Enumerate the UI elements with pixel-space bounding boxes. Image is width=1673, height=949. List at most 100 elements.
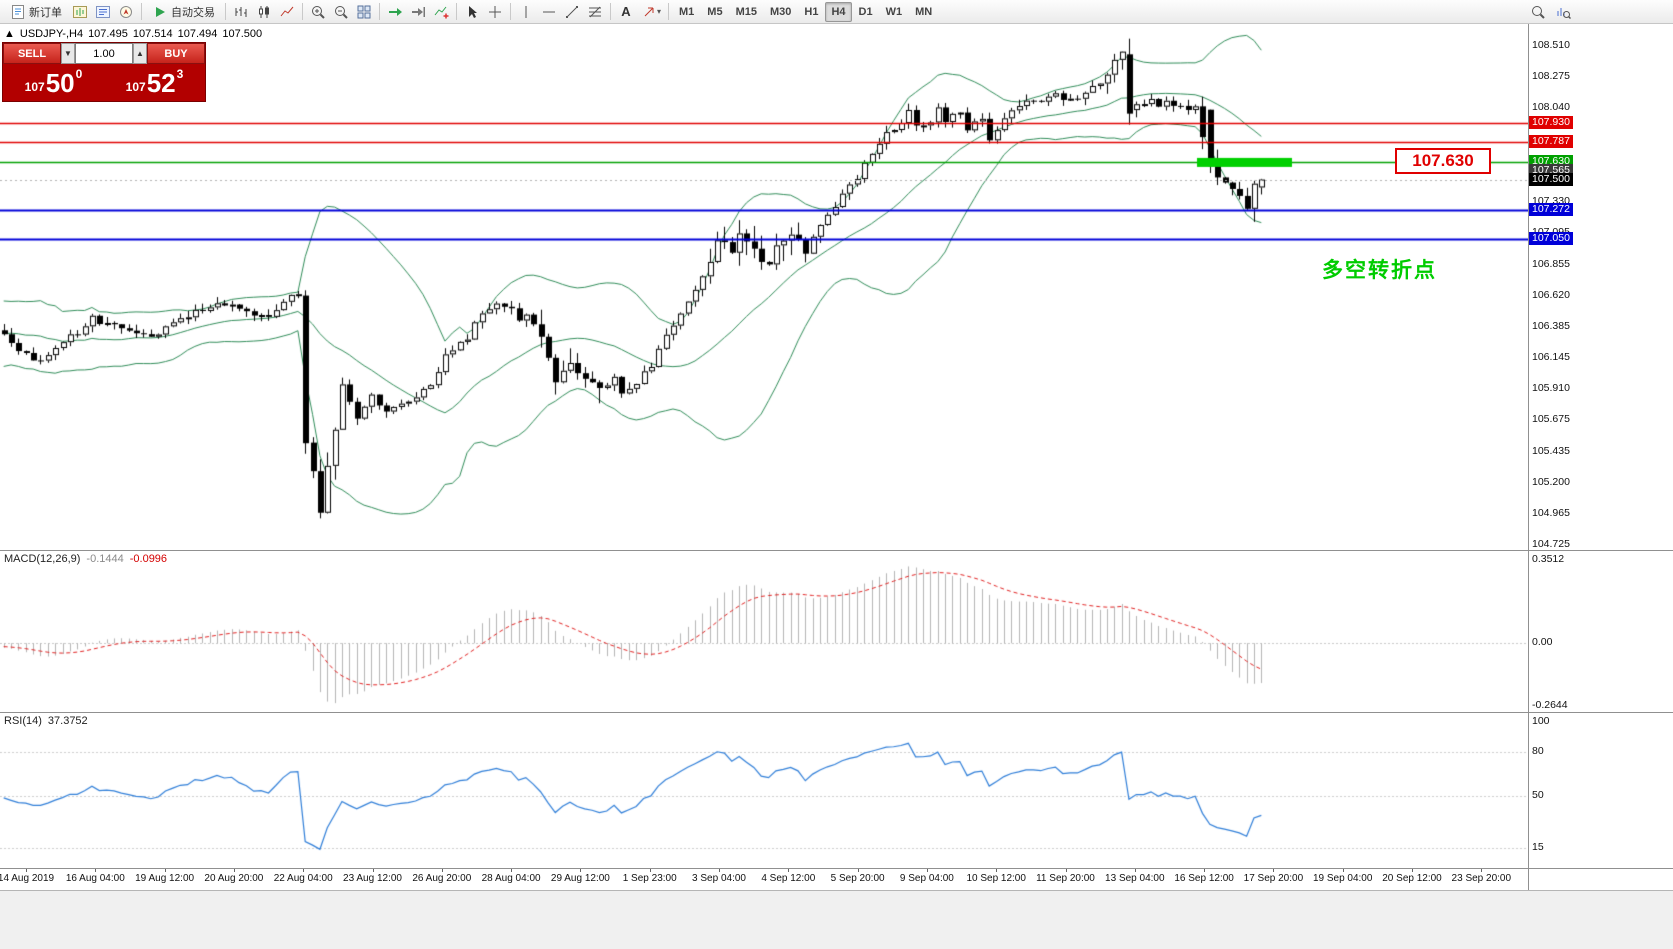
macd-signal-value: -0.0996	[129, 553, 168, 565]
volume-up-button[interactable]: ▲	[133, 43, 147, 64]
time-axis-tick	[95, 869, 96, 872]
cursor-button[interactable]	[461, 2, 483, 22]
time-axis-tick	[580, 869, 581, 872]
indicators-button[interactable]	[430, 2, 452, 22]
cursor-icon	[469, 5, 477, 18]
zoom-out-button[interactable]	[330, 2, 352, 22]
fibonacci-tool-button[interactable]	[584, 2, 606, 22]
price-axis-tick: 105.435	[1532, 444, 1570, 457]
new-chart-button[interactable]	[69, 2, 91, 22]
macd-name: MACD(12,26,9)	[4, 553, 81, 565]
rsi-name: RSI(14)	[4, 715, 42, 727]
buy-button[interactable]: BUY	[147, 43, 205, 64]
vertical-line-icon	[525, 5, 527, 18]
time-axis-label: 9 Sep 04:00	[899, 873, 954, 884]
line-chart-mode-button[interactable]	[276, 2, 298, 22]
search-icon	[1532, 5, 1545, 19]
zoom-in-button[interactable]	[307, 2, 329, 22]
tile-windows-icon	[357, 5, 371, 18]
turning-point-label: 多空转折点	[1322, 259, 1437, 282]
sell-price-big: 50	[45, 67, 75, 98]
buy-price[interactable]: 107 52 3	[104, 64, 205, 101]
line-chart-icon	[280, 6, 294, 16]
crosshair-icon	[489, 5, 501, 18]
text-tool-button[interactable]: A	[615, 2, 637, 22]
time-axis-label: 23 Sep 20:00	[1451, 873, 1512, 884]
timeframe-button-h4[interactable]: H4	[825, 1, 852, 22]
macd-value: -0.1444	[86, 553, 124, 565]
macd-axis-tick: 0.3512	[1532, 552, 1565, 565]
toolbar-separator	[141, 3, 142, 20]
pane-separator[interactable]	[0, 550, 1673, 551]
volume-input[interactable]	[76, 44, 132, 63]
chart-shift-button[interactable]	[407, 2, 429, 22]
auto-trading-button[interactable]: 自动交易	[146, 2, 221, 22]
time-axis-tick	[1135, 869, 1136, 872]
price-axis-tick: 106.620	[1532, 288, 1570, 301]
new-order-button[interactable]: 新订单	[4, 2, 68, 22]
price-axis[interactable]: 108.510108.275108.040107.330107.095106.8…	[1528, 24, 1673, 890]
sell-price-small: 107	[24, 79, 45, 94]
volume-down-button[interactable]: ▼	[61, 43, 75, 64]
vertical-line-tool-button[interactable]	[515, 2, 537, 22]
symbol-info: ▲ USDJPY-,H4 107.495 107.514 107.494 107…	[4, 28, 262, 40]
price-axis-tick: 108.040	[1532, 101, 1570, 114]
navigator-button[interactable]	[115, 2, 137, 22]
sell-button[interactable]: SELL	[3, 43, 61, 64]
quote-close: 107.500	[222, 28, 263, 40]
trendline-tool-button[interactable]	[561, 2, 583, 22]
time-axis-label: 13 Sep 04:00	[1105, 873, 1165, 884]
price-callout[interactable]: 107.630	[1395, 148, 1491, 174]
auto-scroll-button[interactable]	[384, 2, 406, 22]
pane-separator[interactable]	[0, 712, 1673, 713]
time-axis-label: 22 Aug 04:00	[273, 873, 333, 884]
bar-chart-icon	[235, 6, 247, 17]
time-axis-tick	[234, 869, 235, 872]
candlestick-mode-button[interactable]	[253, 2, 275, 22]
auto-trading-icon	[156, 6, 165, 17]
crosshair-button[interactable]	[484, 2, 506, 22]
time-axis-tick	[788, 869, 789, 872]
chart-search-button[interactable]	[1552, 2, 1574, 22]
time-axis-tick	[1412, 869, 1413, 872]
rsi-axis-tick: 100	[1532, 715, 1550, 727]
time-axis-label: 28 Aug 04:00	[481, 873, 541, 884]
time-axis-label: 1 Sep 23:00	[622, 873, 677, 884]
time-axis-label: 23 Aug 12:00	[343, 873, 402, 884]
auto-scroll-icon	[389, 7, 402, 16]
timeframe-button-m15[interactable]: M15	[735, 5, 757, 18]
price-chart-canvas[interactable]	[0, 24, 1528, 550]
macd-axis-tick: -0.2644	[1532, 698, 1568, 711]
arrows-tool-button[interactable]: ▾	[638, 2, 664, 22]
bar-chart-mode-button[interactable]	[230, 2, 252, 22]
time-axis[interactable]: 14 Aug 2019 16 Aug 04:00 19 Aug 12:00 20 Au…	[0, 869, 1673, 890]
price-axis-marker: 107.272	[1529, 202, 1573, 216]
search-button[interactable]	[1527, 2, 1549, 22]
zoom-in-icon	[312, 5, 325, 19]
time-axis-tick	[1343, 869, 1344, 872]
price-axis-tick: 106.385	[1532, 319, 1570, 332]
time-axis-tick	[1066, 869, 1067, 872]
quote-high: 107.514	[132, 28, 173, 40]
toolbar-separator	[379, 3, 380, 20]
timeframe-button-d1[interactable]: D1	[858, 5, 873, 18]
timeframe-button-mn[interactable]: MN	[915, 5, 933, 18]
new-order-icon	[12, 4, 24, 19]
timeframe-button-h1[interactable]: H1	[804, 5, 819, 18]
timeframe-button-m1[interactable]: M1	[679, 5, 695, 18]
text-tool-icon: A	[621, 3, 631, 19]
timeframe-button-w1[interactable]: W1	[885, 5, 903, 18]
market-watch-button[interactable]	[92, 2, 114, 22]
macd-canvas[interactable]	[0, 551, 1528, 712]
candlestick-icon	[259, 5, 269, 18]
horizontal-line-tool-button[interactable]	[538, 2, 560, 22]
time-axis-tick	[1204, 869, 1205, 872]
tile-windows-button[interactable]	[353, 2, 375, 22]
navigator-icon	[120, 5, 132, 18]
timeframe-button-m30[interactable]: M30	[769, 5, 792, 18]
panel-collapse-arrow[interactable]: ▲	[4, 28, 15, 40]
sell-price[interactable]: 107 50 0	[3, 64, 104, 101]
timeframe-button-m5[interactable]: M5	[707, 5, 723, 18]
rsi-canvas[interactable]	[0, 713, 1528, 868]
